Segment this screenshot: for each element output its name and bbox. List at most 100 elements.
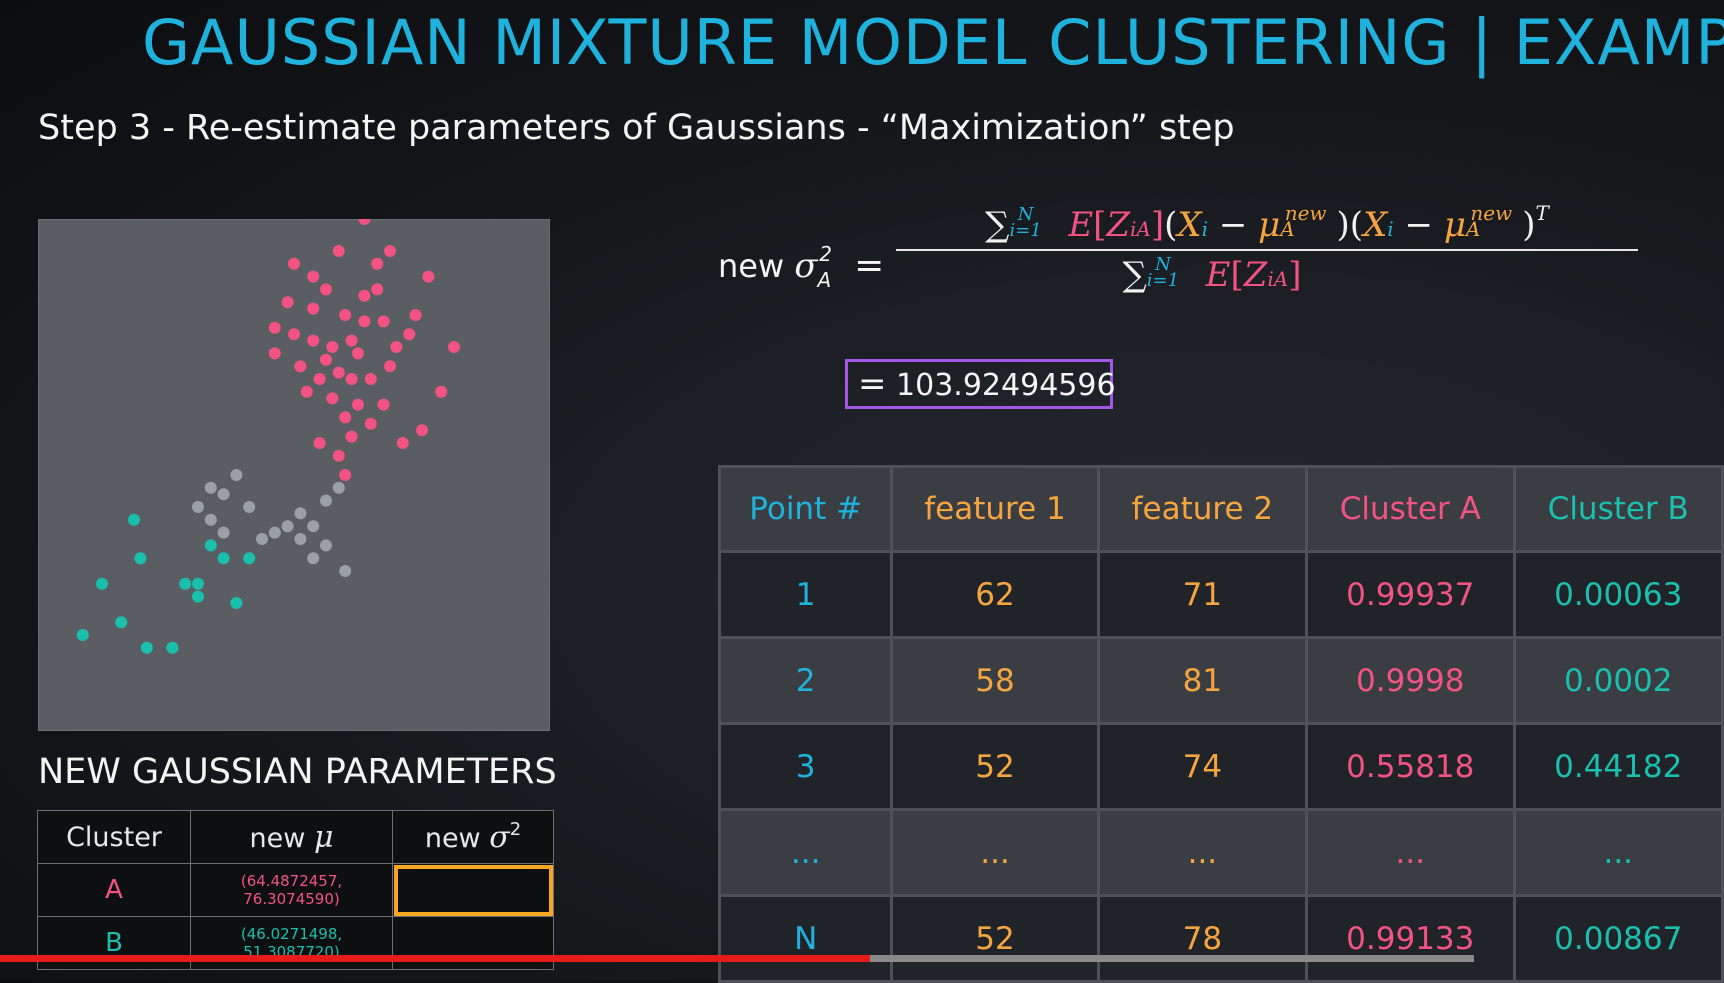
cell-cluster-a: 0.99937 [1305,550,1516,639]
cell-cluster-b: 0.00867 [1512,894,1724,983]
scatter-point [140,641,153,654]
params-cluster-a: A [37,863,191,917]
scatter-point [326,341,339,353]
scatter-point [313,373,326,385]
video-progress-bar[interactable] [0,955,1474,962]
cell-cluster-a: 0.9998 [1305,636,1516,725]
scatter-point [166,641,179,654]
scatter-point [294,360,307,373]
scatter-point [230,597,243,609]
cell-point: 2 [717,636,894,725]
cell-feature-1: 52 [890,722,1100,811]
cell-feature-2: 71 [1096,550,1309,639]
scatter-point [339,309,352,321]
scatter-point [204,539,217,552]
scatter-point [320,494,332,507]
video-progress-played [0,955,870,962]
scatter-point [371,283,384,296]
scatter-point [204,481,217,494]
scatter-point [294,533,307,545]
scatter-point [320,353,332,366]
params-heading: NEW GAUSSIAN PARAMETERS [38,752,557,792]
formula-new-word: new [718,247,785,285]
scatter-point [268,347,281,360]
scatter-point [307,520,320,533]
header-cluster-b: Cluster B [1512,465,1724,553]
formula-lhs: new σA2 = [718,242,885,292]
scatter-point [377,315,390,328]
scatter-point [204,513,217,526]
cell-point: ... [717,808,894,897]
scatter-point [288,257,300,270]
scatter-point [288,328,300,341]
scatter-point [307,270,320,283]
formula-fraction-bar [896,249,1638,251]
scatter-point [409,309,422,321]
responsibility-table: Point # feature 1 feature 2 Cluster A Cl… [717,465,1724,983]
scatter-point [352,347,364,360]
cell-point: N [717,894,894,983]
scatter-point [96,577,108,590]
scatter-point [192,577,204,590]
scatter-point [192,501,204,513]
scatter-point [268,526,281,539]
formula-denominator: ∑i=1N E[ZiA] [1122,254,1302,295]
scatter-point [281,296,294,309]
equals-sign: = [858,364,887,404]
scatter-point [326,392,339,405]
cell-feature-2: 81 [1096,636,1309,725]
cell-cluster-b: 0.44182 [1512,722,1724,811]
scatter-point [243,501,256,513]
scatter-point [358,315,371,328]
variance-formula: new σA2 = ∑i=1N E[ZiA](Xi − μAnew)(Xi − … [718,201,1638,335]
scatter-point [345,373,358,385]
scatter-plot [38,219,550,731]
scatter-point [352,398,364,411]
scatter-point [307,552,320,565]
scatter-point [300,385,313,398]
scatter-point [217,552,230,565]
table-row: 2 58 81 0.9998 0.0002 [717,636,1724,725]
scatter-point [217,488,230,501]
scatter-svg [76,219,460,654]
scatter-point [377,398,390,411]
scatter-point [384,245,396,257]
scatter-point [217,526,230,539]
scatter-point [364,373,377,385]
scatter-point [435,385,448,398]
cell-feature-1: 52 [890,894,1100,983]
scatter-point [339,565,352,577]
scatter-point [332,449,345,462]
scatter-point [268,321,281,334]
scatter-point [128,513,140,526]
scatter-point [294,507,307,520]
slide-title: GAUSSIAN MIXTURE MODEL CLUSTERING | EXAM… [142,6,1724,79]
table-row: ... ... ... ... ... [717,808,1724,897]
scatter-point [115,616,128,629]
scatter-point [358,289,371,302]
scatter-point [371,257,384,270]
table-row: N 52 78 0.99133 0.00867 [717,894,1724,983]
scatter-point [364,417,377,430]
scatter-point [192,590,204,603]
step-subtitle: Step 3 - Re-estimate parameters of Gauss… [38,108,1235,148]
scatter-point [313,437,326,449]
cell-cluster-a: 0.55818 [1305,722,1516,811]
cell-cluster-b: ... [1512,808,1724,897]
scatter-point [179,577,192,590]
params-header-row: Cluster new μ new σ2 [37,810,554,864]
cell-feature-1: 58 [890,636,1100,725]
scatter-point [320,283,332,296]
formula-numerator: ∑i=1N E[ZiA](Xi − μAnew)(Xi − μAnew)T [985,201,1549,245]
scatter-point [281,520,294,533]
cell-feature-1: ... [890,808,1100,897]
cell-cluster-a: 0.99133 [1305,894,1516,983]
scatter-point [422,270,435,283]
scatter-point [339,469,352,481]
table-row: 1 62 71 0.99937 0.00063 [717,550,1724,639]
cell-feature-1: 62 [890,550,1100,639]
scatter-point [332,366,345,379]
params-row-a: A (64.4872457, 76.3074590) [37,863,554,917]
scatter-point [358,219,371,225]
scatter-point [396,437,409,449]
